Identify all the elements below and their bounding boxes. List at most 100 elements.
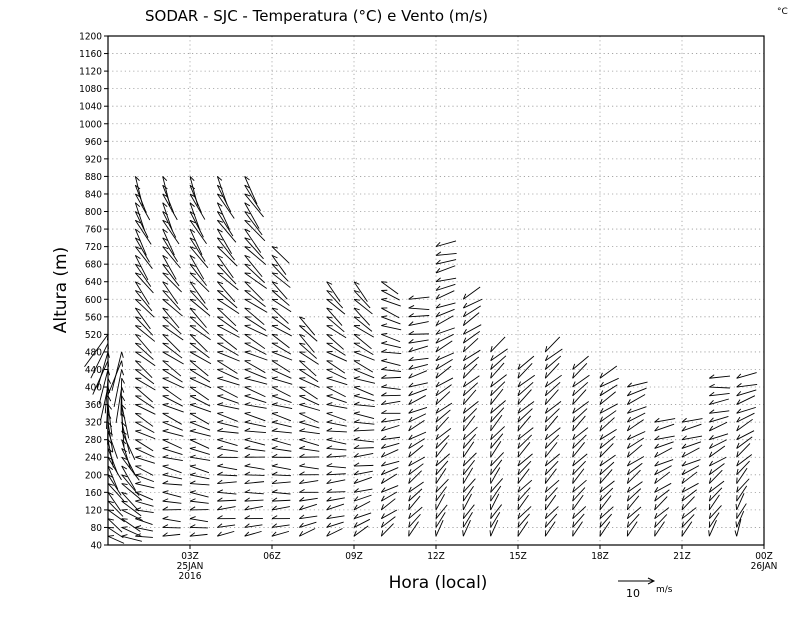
barb-flag xyxy=(107,483,114,486)
barb-flag xyxy=(572,451,575,458)
barb-shaft xyxy=(189,439,210,449)
barb-flag xyxy=(490,468,492,475)
barb-shaft xyxy=(517,408,533,423)
barb-shaft xyxy=(435,416,449,432)
barb-flag xyxy=(162,490,169,493)
barb-shaft xyxy=(162,246,181,269)
barb-shaft xyxy=(162,386,182,401)
barb-shaft xyxy=(627,506,642,520)
barb-shaft xyxy=(517,513,530,528)
barb-flag xyxy=(544,442,548,449)
barb-shaft xyxy=(599,480,615,493)
barb-flag xyxy=(217,412,224,414)
barb-flag xyxy=(244,463,251,467)
barb-shaft xyxy=(217,369,239,380)
barb-flag xyxy=(162,237,169,242)
barb-flag xyxy=(490,389,493,396)
barb-flag xyxy=(189,438,197,441)
barb-flag xyxy=(271,263,278,267)
barb-flag xyxy=(599,442,603,449)
barb-shaft xyxy=(627,444,643,458)
barb-flag xyxy=(162,298,169,301)
barb-flag xyxy=(162,176,168,182)
barb-flag xyxy=(462,329,467,335)
barb-flag xyxy=(299,316,306,320)
barb-flag xyxy=(490,372,493,379)
barb-flag xyxy=(162,532,168,537)
barb-shaft xyxy=(326,334,344,350)
barb-shaft xyxy=(435,315,454,326)
barb-shaft xyxy=(244,307,265,326)
barb-flag xyxy=(435,451,438,458)
barb-flag xyxy=(490,398,492,405)
barb-flag xyxy=(217,237,224,241)
barb-shaft xyxy=(599,506,614,520)
barb-shaft xyxy=(96,351,109,389)
barb-flag xyxy=(353,530,357,537)
barb-flag xyxy=(271,281,278,285)
barb-shaft xyxy=(135,351,156,367)
barb-flag xyxy=(299,471,305,476)
barb-shaft xyxy=(709,415,729,423)
barb-shaft xyxy=(353,281,368,302)
barb-flag xyxy=(244,333,251,336)
barb-flag xyxy=(189,472,196,476)
barb-flag xyxy=(572,468,575,475)
barb-shaft xyxy=(408,315,430,318)
barb-flag xyxy=(299,522,304,528)
barb-flag xyxy=(162,377,169,379)
y-tick-label: 320 xyxy=(85,418,102,429)
barb-flag xyxy=(162,403,169,406)
barb-flag xyxy=(654,521,657,528)
barb-flag xyxy=(380,504,384,511)
barb-shaft xyxy=(435,442,448,458)
barb-shaft xyxy=(435,240,457,248)
barb-flag xyxy=(462,530,464,537)
barb-shaft xyxy=(408,513,421,528)
barb-shaft xyxy=(299,360,317,377)
barb-column xyxy=(271,246,293,537)
barb-shaft xyxy=(271,430,292,434)
barb-shaft xyxy=(271,272,291,288)
barb-flag xyxy=(217,202,223,207)
barb-shaft xyxy=(517,468,530,484)
barb-shaft xyxy=(299,377,320,388)
y-tick-label: 80 xyxy=(91,523,103,534)
barb-shaft xyxy=(189,360,209,377)
barb-flag xyxy=(626,408,632,414)
barb-flag xyxy=(326,394,333,397)
barb-column xyxy=(708,374,731,537)
barb-shaft xyxy=(326,404,348,409)
barb-shaft xyxy=(217,439,238,446)
barb-shaft xyxy=(107,457,122,481)
barb-flag xyxy=(435,512,438,519)
barb-flag xyxy=(462,311,467,318)
barb-flag xyxy=(189,360,196,363)
barb-flag xyxy=(271,463,278,467)
barb-flag xyxy=(708,460,713,467)
barb-flag xyxy=(162,498,169,502)
barb-flag xyxy=(408,339,414,344)
barb-flag xyxy=(708,469,713,475)
barb-flag xyxy=(135,429,142,432)
barb-flag xyxy=(271,471,278,476)
barb-shaft xyxy=(517,442,531,458)
barb-flag xyxy=(135,219,141,224)
barb-shaft xyxy=(544,521,556,537)
barb-shaft xyxy=(353,369,375,379)
barb-flag xyxy=(435,398,439,405)
barb-shaft xyxy=(135,377,156,391)
barb-flag xyxy=(162,480,169,484)
y-tick-label: 200 xyxy=(85,470,102,481)
barb-shaft xyxy=(736,430,755,441)
barb-flag xyxy=(735,503,738,510)
x-tick-year: 2016 xyxy=(179,571,202,582)
barb-shaft xyxy=(435,283,456,291)
barb-flag xyxy=(708,530,710,537)
barb-flag xyxy=(244,350,251,353)
barb-shaft xyxy=(271,474,291,477)
barb-flag xyxy=(654,426,659,432)
barb-flag xyxy=(544,363,548,370)
barb-flag xyxy=(462,407,466,414)
barb-shaft xyxy=(490,414,503,432)
